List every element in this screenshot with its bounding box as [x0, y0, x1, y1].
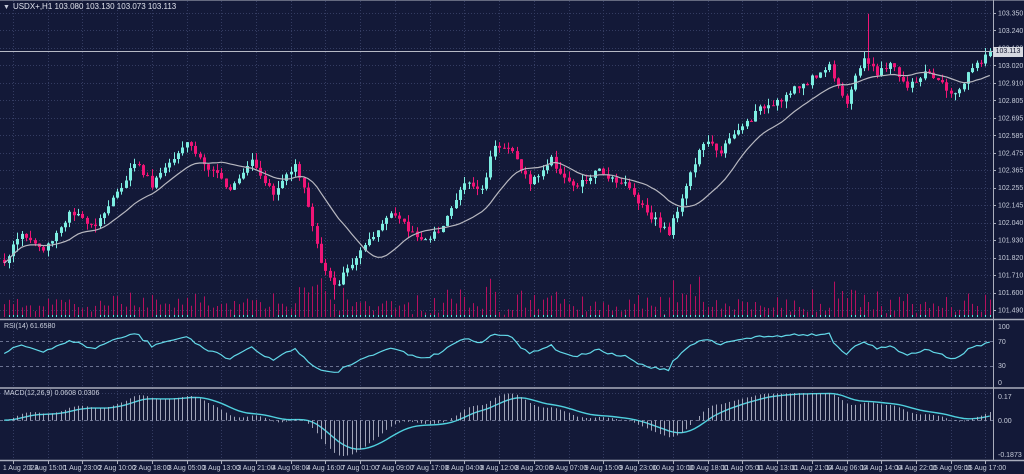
rsi-label: RSI(14) 61.6580: [4, 323, 56, 330]
rsi-panel: [0, 332, 993, 373]
rsi-axis-label: 70: [998, 339, 1006, 346]
time-axis-label: 2 Aug 18:00: [133, 465, 170, 472]
panel-dividers: [0, 0, 1024, 462]
time-axis-label: 3 Aug 13:00: [203, 465, 240, 472]
rsi-line: [3, 332, 990, 373]
price-axis[interactable]: 103.350103.240103.130103.020102.910102.8…: [993, 11, 1023, 315]
price-axis-label: 101.600: [998, 290, 1023, 297]
price-axis-label: 102.695: [998, 115, 1023, 122]
macd-axis-label: 0.00: [998, 418, 1012, 425]
time-axis-label: 4 Aug 08:00: [272, 465, 309, 472]
price-axis-label: 102.255: [998, 185, 1023, 192]
time-axis-label: 7 Aug 09:00: [376, 465, 413, 472]
macd-axis: 0.17 0.00 -0.1873: [998, 394, 1022, 459]
time-axis-label: 8 Aug 12:00: [480, 465, 517, 472]
macd-histogram: [4, 393, 991, 456]
time-axis-label: 11 Aug 13:00: [757, 465, 798, 472]
price-axis-label: 102.475: [998, 150, 1023, 157]
current-price-tag: 103.113: [993, 46, 1023, 57]
time-axis-label: 3 Aug 21:00: [237, 465, 274, 472]
time-axis-label: 1 Aug 15:00: [29, 465, 66, 472]
rsi-axis-label: 0: [998, 380, 1002, 387]
price-axis-label: 102.145: [998, 203, 1023, 210]
candlesticks: [3, 13, 992, 300]
price-axis-label: 102.585: [998, 133, 1023, 140]
time-axis-label: 11 Aug 21:00: [791, 465, 832, 472]
price-axis-label: 101.820: [998, 255, 1023, 262]
rsi-axis-label: 30: [998, 363, 1006, 370]
time-axis-label: 7 Aug 01:00: [342, 465, 379, 472]
time-axis-label: 3 Aug 05:00: [168, 465, 205, 472]
time-axis-label: 15 Aug 17:00: [965, 465, 1006, 472]
time-axis-label: 9 Aug 15:00: [585, 465, 622, 472]
price-axis-label: 103.020: [998, 63, 1023, 70]
time-axis-label: 11 Aug 05:00: [722, 465, 763, 472]
time-axis-label: 14 Aug 22:00: [895, 465, 936, 472]
price-axis-label: 101.490: [998, 308, 1023, 315]
price-axis-label: 102.805: [998, 98, 1023, 105]
time-axis-label: 8 Aug 04:00: [446, 465, 483, 472]
moving-average-line: [3, 71, 991, 264]
time-axis-label: 7 Aug 17:00: [411, 465, 448, 472]
price-axis-label: 103.350: [998, 11, 1023, 18]
price-axis-label: 102.365: [998, 168, 1023, 175]
time-axis-label: 8 Aug 20:00: [515, 465, 552, 472]
macd-label: MACD(12,26,9) 0.0608 0.0306: [4, 390, 100, 397]
chart-title: ▼ USDX+,H1 103.080 103.130 103.073 103.11…: [3, 2, 176, 11]
price-axis-label: 101.930: [998, 238, 1023, 245]
time-axis-label: 2 Aug 10:00: [98, 465, 135, 472]
rsi-axis: 100 70 30 0: [998, 324, 1010, 387]
time-axis-label: 10 Aug 18:00: [687, 465, 728, 472]
price-axis-label: 103.240: [998, 28, 1023, 35]
time-axis-label: 9 Aug 23:00: [619, 465, 656, 472]
time-axis-label: 1 Aug 2023: [3, 465, 39, 472]
time-axis-label: 15 Aug 09:00: [930, 465, 971, 472]
window-menu-icon[interactable]: ▼: [3, 4, 10, 11]
price-axis-label: 101.710: [998, 273, 1023, 280]
rsi-axis-label: 100: [998, 324, 1010, 331]
macd-axis-label: -0.1873: [998, 452, 1022, 459]
time-axis-label: 1 Aug 23:00: [64, 465, 101, 472]
time-axis-label: 14 Aug 06:00: [826, 465, 867, 472]
volume-histogram: [4, 276, 991, 317]
price-axis-label: 102.040: [998, 220, 1023, 227]
time-axis-label: 14 Aug 14:00: [861, 465, 902, 472]
time-axis-label: 10 Aug 10:00: [652, 465, 693, 472]
price-axis-label: 102.910: [998, 80, 1023, 87]
time-axis-label: 9 Aug 07:00: [550, 465, 587, 472]
time-axis-label: 4 Aug 16:00: [307, 465, 344, 472]
chart-title-text: USDX+,H1 103.080 103.130 103.073 103.113: [12, 2, 177, 11]
macd-axis-label: 0.17: [998, 394, 1012, 401]
